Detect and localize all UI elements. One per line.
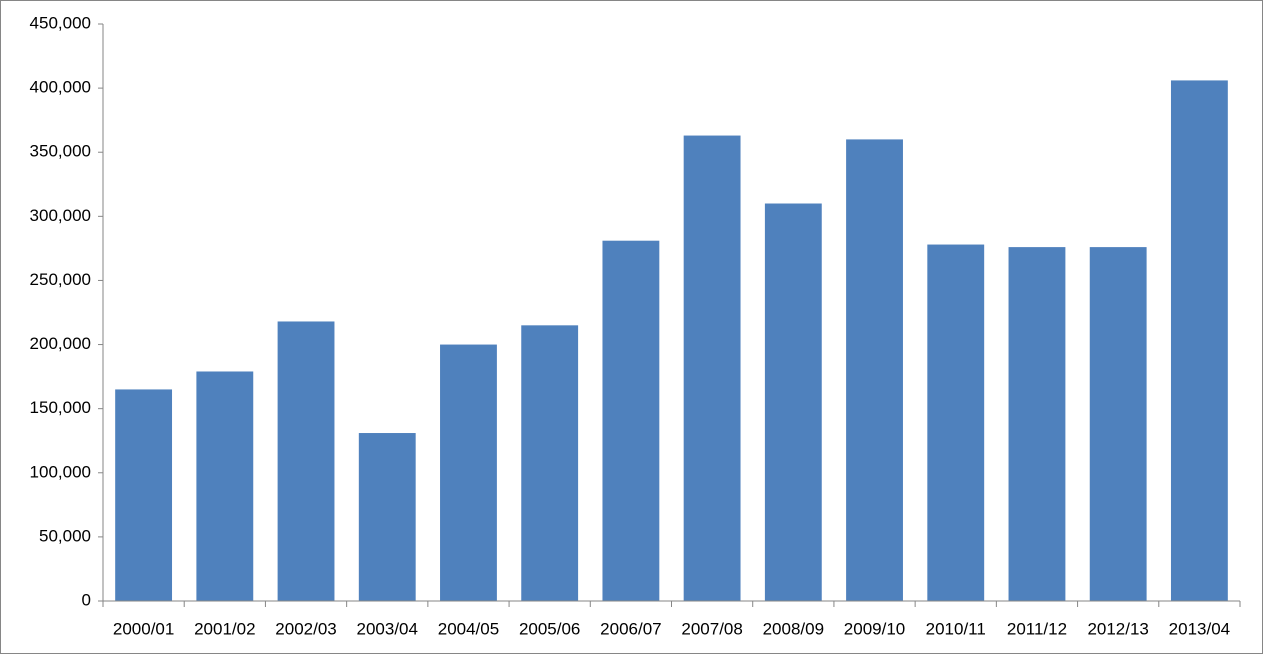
bar — [277, 321, 335, 601]
x-tick-label: 2008/09 — [763, 619, 824, 638]
y-tick-label: 250,000 — [30, 270, 91, 289]
bar — [1170, 80, 1228, 601]
x-tick-label: 2013/04 — [1169, 619, 1230, 638]
bar — [602, 240, 660, 601]
x-tick-label: 2009/10 — [844, 619, 905, 638]
bar — [1008, 247, 1066, 601]
x-tick-label: 2003/04 — [357, 619, 418, 638]
x-tick-label: 2004/05 — [438, 619, 499, 638]
y-tick-label: 0 — [82, 590, 91, 609]
bar — [1089, 247, 1147, 601]
bar — [764, 203, 822, 601]
y-tick-label: 400,000 — [30, 78, 91, 97]
y-tick-label: 350,000 — [30, 142, 91, 161]
x-tick-label: 2005/06 — [519, 619, 580, 638]
x-tick-label: 2010/11 — [926, 619, 986, 638]
bar — [358, 433, 416, 601]
bar — [521, 325, 579, 601]
bar — [846, 139, 903, 601]
y-tick-label: 100,000 — [30, 462, 91, 481]
x-tick-label: 2012/13 — [1087, 619, 1148, 638]
x-tick-label: 2006/07 — [600, 619, 661, 638]
x-tick-label: 2001/02 — [194, 619, 255, 638]
y-tick-label: 200,000 — [30, 334, 91, 353]
bar — [440, 344, 497, 601]
x-tick-label: 2011/12 — [1007, 619, 1067, 638]
bar — [196, 371, 254, 601]
x-tick-label: 2007/08 — [681, 619, 742, 638]
x-tick-label: 2000/01 — [113, 619, 174, 638]
bar — [927, 244, 985, 601]
bar — [683, 135, 741, 601]
y-tick-label: 450,000 — [30, 13, 91, 32]
x-tick-label: 2002/03 — [275, 619, 336, 638]
y-tick-label: 150,000 — [30, 398, 91, 417]
y-tick-label: 300,000 — [30, 206, 91, 225]
bar — [115, 389, 173, 601]
y-tick-label: 50,000 — [39, 526, 91, 545]
